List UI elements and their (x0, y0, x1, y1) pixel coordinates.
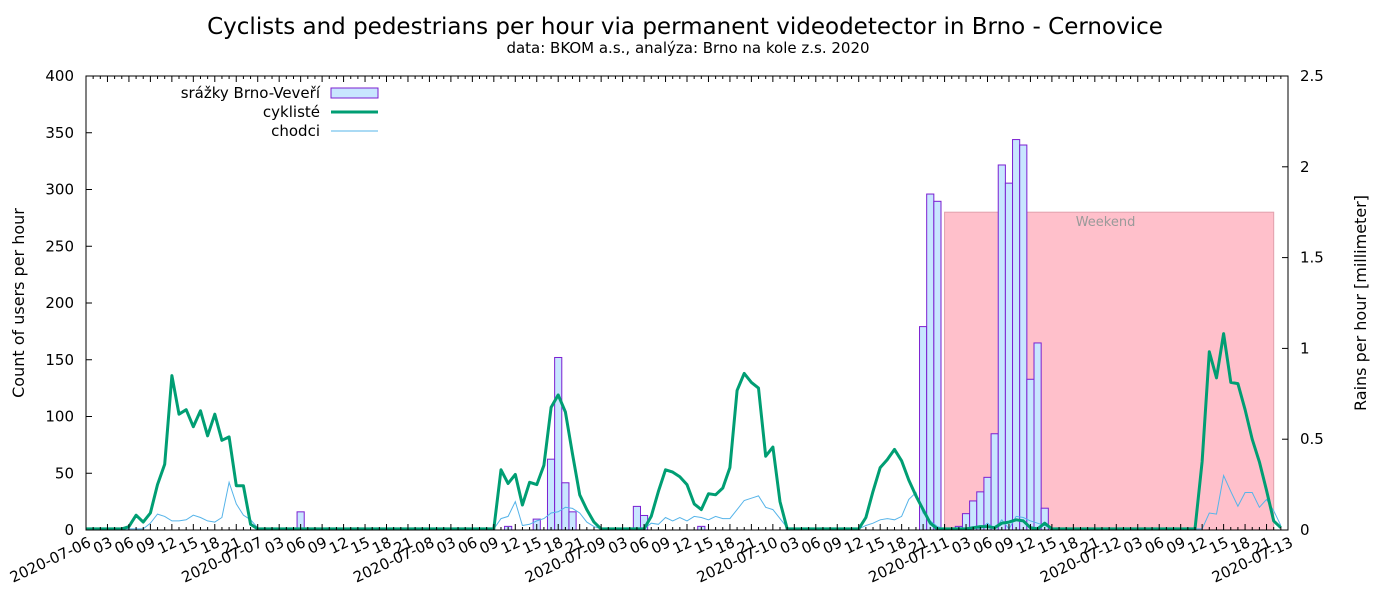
legend-label-cyclists: cyklisté (263, 103, 320, 121)
y-tick-label: 50 (55, 464, 74, 482)
chart-subtitle: data: BKOM a.s., analýza: Brno na kole z… (506, 39, 869, 57)
y-tick-label: 350 (45, 124, 74, 142)
rain-bar (546, 458, 556, 531)
y2-tick-label: 1.5 (1300, 249, 1324, 267)
x-hour-label: 12 (670, 533, 695, 557)
x-hour-label: 06 (1142, 533, 1167, 557)
rain-bar (919, 326, 928, 531)
x-hour-label: 03 (1121, 533, 1146, 557)
rain-bar (969, 500, 978, 531)
x-hour-label: 12 (155, 533, 180, 557)
legend-label-rain: srážky Brno-Veveří (181, 84, 321, 102)
rain-bar (554, 356, 563, 531)
x-hour-label: 12 (841, 533, 866, 557)
x-hour-label: 12 (498, 533, 523, 557)
x-hour-label: 09 (648, 533, 673, 557)
x-hour-label: 15 (176, 533, 201, 557)
rain-bar (1012, 139, 1021, 531)
pedestrians-line (86, 473, 1282, 530)
y2-tick-label: 2 (1300, 158, 1310, 176)
x-hour-label: 03 (262, 533, 287, 557)
y-axis-label: Count of users per hour (9, 208, 28, 398)
y-tick-label: 200 (45, 294, 74, 312)
x-hour-label: 09 (1163, 533, 1188, 557)
x-hour-label: 06 (799, 533, 824, 557)
rain-bar (926, 193, 935, 531)
rain-bar (632, 505, 641, 531)
x-hour-label: 09 (305, 533, 330, 557)
y-tick-label: 150 (45, 351, 74, 369)
x-hour-label: 15 (691, 533, 716, 557)
y2-tick-label: 0 (1300, 521, 1310, 539)
y2-tick-label: 0.5 (1300, 430, 1324, 448)
rain-bar (990, 433, 999, 531)
rain-bar (1019, 144, 1028, 531)
y-tick-label: 100 (45, 408, 74, 426)
y2-axis-label: Rains per hour [millimeter] (1351, 195, 1370, 411)
rain-bar (983, 476, 992, 531)
chart-title: Cyclists and pedestrians per hour via pe… (207, 14, 1163, 40)
x-hour-label: 09 (477, 533, 502, 557)
x-hour-label: 06 (112, 533, 137, 557)
rain-bar (561, 482, 570, 531)
x-hour-label: 03 (777, 533, 802, 557)
x-hour-label: 09 (133, 533, 158, 557)
x-hour-label: 06 (455, 533, 480, 557)
x-hour-label: 03 (90, 533, 115, 557)
x-date-label: 2020-07-06 (7, 533, 94, 586)
rain-bar (1004, 182, 1014, 531)
x-hour-label: 09 (820, 533, 845, 557)
rain-bar (976, 491, 985, 531)
rain-bar (997, 164, 1006, 531)
y2-tick-label: 1 (1300, 339, 1310, 357)
x-hour-label: 03 (949, 533, 974, 557)
x-hour-label: 03 (434, 533, 459, 557)
weekend-label: Weekend (1076, 215, 1136, 230)
x-hour-label: 06 (283, 533, 308, 557)
legend-swatch-rain (330, 87, 379, 99)
rain-bar (1033, 342, 1042, 531)
x-hour-label: 03 (605, 533, 630, 557)
rain-bar (1026, 378, 1035, 531)
x-hour-label: 06 (970, 533, 995, 557)
y-tick-label: 0 (64, 521, 74, 539)
rain-bar (933, 200, 942, 531)
x-hour-label: 15 (520, 533, 545, 557)
x-hour-label: 06 (627, 533, 652, 557)
x-hour-label: 09 (992, 533, 1017, 557)
legend-label-pedestrians: chodci (271, 122, 320, 140)
x-hour-label: 15 (863, 533, 888, 557)
y2-tick-label: 2.5 (1300, 67, 1324, 85)
y-tick-label: 250 (45, 237, 74, 255)
x-hour-label: 15 (348, 533, 373, 557)
rain-bars (296, 139, 1049, 531)
x-hour-label: 12 (1013, 533, 1038, 557)
y-tick-label: 400 (45, 67, 74, 85)
x-hour-label: 15 (1035, 533, 1060, 557)
x-hour-label: 15 (1206, 533, 1231, 557)
x-hour-label: 12 (326, 533, 351, 557)
y-tick-label: 300 (45, 181, 74, 199)
legend: srážky Brno-Veveří cyklisté chodci (181, 84, 379, 140)
x-hour-label: 12 (1185, 533, 1210, 557)
